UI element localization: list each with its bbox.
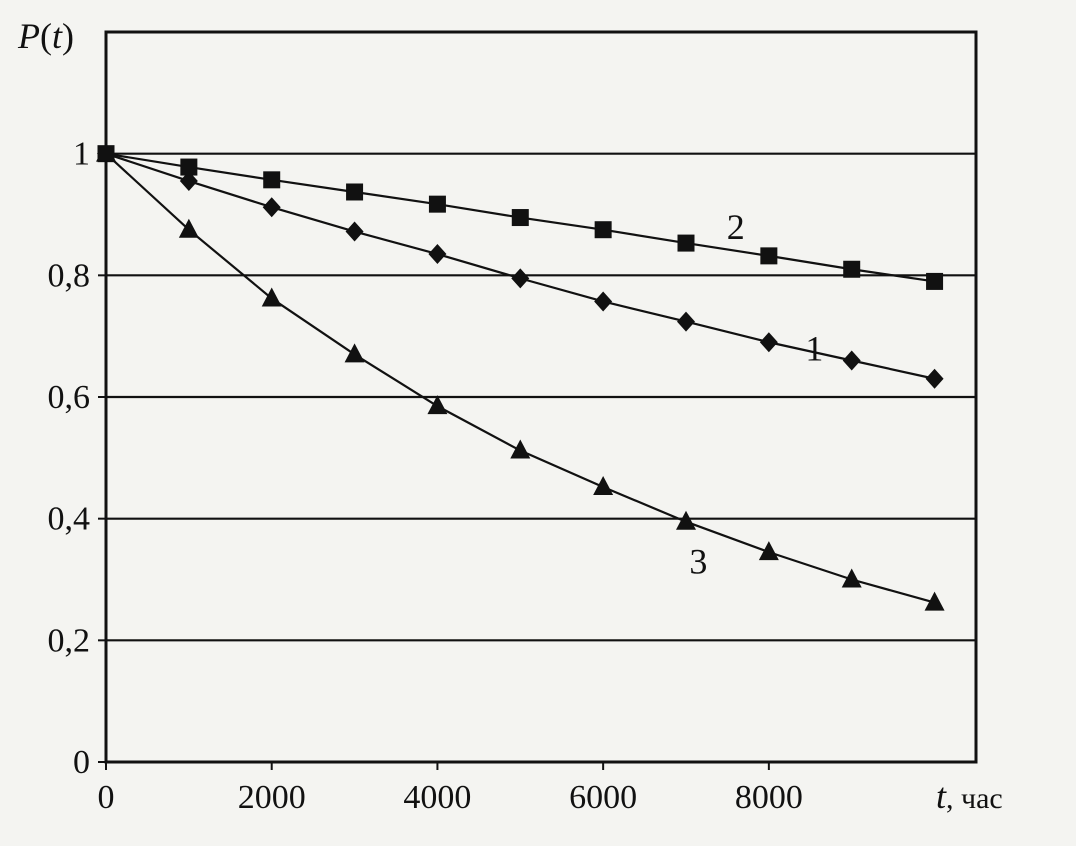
series-1-point-5: [511, 268, 530, 289]
series-layer: 1 2 3: [96, 142, 945, 611]
series-3-point-0: [96, 142, 116, 162]
series-2-point-4: [428, 195, 446, 213]
series-1: 1: [97, 143, 944, 389]
series-1-point-10: [925, 368, 944, 389]
series-1-point-4: [428, 244, 447, 265]
series-2-point-7: [677, 234, 695, 252]
series-2-point-8: [760, 247, 778, 265]
series-2-point-10: [926, 272, 944, 290]
series-1-point-6: [594, 291, 613, 312]
series-3-point-8: [758, 541, 779, 561]
series-3-point-3: [344, 343, 365, 363]
y-axis-variable: t: [52, 16, 63, 56]
y-axis-close-paren: ): [62, 16, 74, 56]
series-1-point-2: [262, 197, 281, 218]
series-1-point-7: [677, 311, 695, 332]
series-2-point-3: [346, 183, 364, 201]
y-axis-title: P(t): [17, 16, 74, 56]
y-tick-label-1: 0,2: [48, 622, 91, 659]
x-tick-label-1: 2000: [238, 779, 306, 816]
x-tick-label-2: 4000: [403, 779, 471, 816]
series-3-point-7: [676, 510, 696, 530]
y-tick-label-2: 0,4: [48, 501, 91, 538]
grid-layer: [106, 152, 976, 642]
y-tick-label-5: 1: [73, 136, 90, 173]
x-axis-title: t, час: [936, 776, 1003, 816]
y-tick-label-0: 0: [73, 744, 90, 781]
series-3-point-2: [261, 287, 282, 307]
x-axis-unit: , час: [946, 782, 1003, 815]
series-1-point-1: [179, 171, 198, 192]
series-3-point-10: [924, 591, 945, 611]
x-tick-label-4: 8000: [735, 779, 803, 816]
series-3-point-6: [593, 476, 614, 496]
series-2: 2: [97, 145, 944, 290]
series-1-point-3: [345, 221, 364, 242]
series-2-point-6: [594, 221, 612, 239]
series-3-point-1: [178, 218, 199, 238]
series-3-point-4: [427, 395, 448, 415]
series-2-point-9: [843, 260, 861, 278]
x-tick-label-3: 6000: [569, 779, 637, 816]
x-axis-variable: t: [936, 776, 947, 816]
series-2-label: 2: [727, 207, 745, 247]
series-1-label: 1: [805, 329, 823, 369]
series-2-point-2: [263, 171, 281, 189]
x-tick-label-0: 0: [98, 779, 115, 816]
y-tick-label-4: 0,8: [48, 257, 91, 294]
series-3: 3: [96, 142, 945, 611]
series-2-point-1: [180, 158, 198, 176]
series-3-point-5: [510, 439, 531, 459]
axis-layer: 0 0,2 0,4 0,6 0,8 1 0 2000 4000 6000 8000: [48, 136, 803, 816]
series-1-point-8: [759, 332, 778, 353]
series-3-point-9: [841, 568, 862, 588]
y-tick-label-3: 0,6: [48, 379, 91, 416]
series-2-point-5: [511, 209, 529, 227]
y-axis-function-name: P: [17, 16, 40, 56]
y-axis-open-paren: (: [40, 16, 52, 56]
series-3-label: 3: [689, 541, 707, 581]
series-1-point-9: [842, 350, 861, 371]
